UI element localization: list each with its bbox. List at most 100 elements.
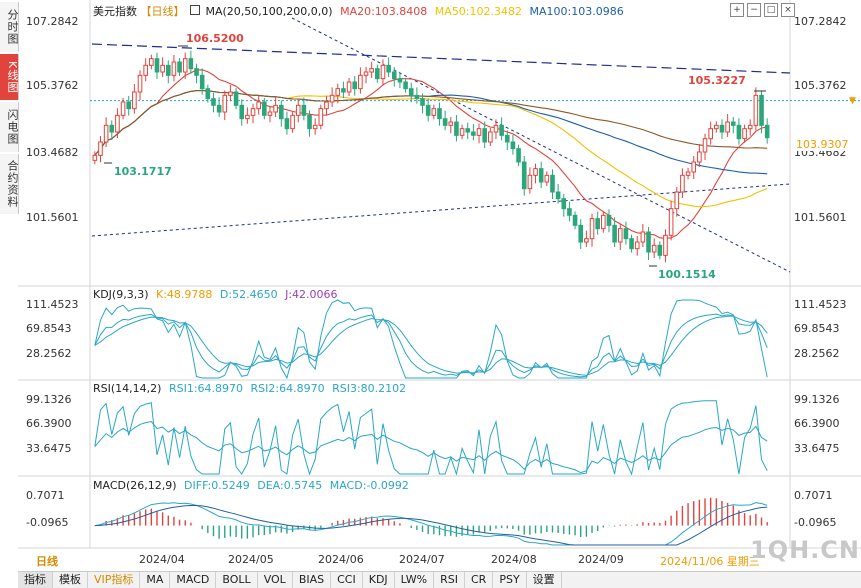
candle-body xyxy=(177,61,182,73)
candle-body xyxy=(572,214,578,226)
candle-body xyxy=(126,101,132,110)
side-tab-3[interactable]: 合约资料 xyxy=(0,154,19,214)
candle-body xyxy=(521,161,527,190)
candle-body xyxy=(143,64,148,76)
symbol-title: 美元指数 xyxy=(93,5,137,18)
candle-body xyxy=(499,124,504,136)
side-tab-2[interactable]: 闪电图 xyxy=(0,102,19,152)
candle-body xyxy=(103,124,109,143)
candle-body xyxy=(154,58,160,73)
close-icon[interactable]: × xyxy=(781,3,795,17)
x-tick: 2024/07 xyxy=(399,553,445,566)
fullscreen-icon[interactable]: □ xyxy=(764,3,778,17)
candle-body xyxy=(375,68,380,80)
price-tick-right: 107.2842 xyxy=(794,15,847,28)
side-tab-0[interactable]: 分时图 xyxy=(0,2,19,52)
indicator-tab[interactable]: LW% xyxy=(395,572,435,588)
kdj-tick: 28.2562 xyxy=(794,347,840,360)
current-date: 2024/11/06 星期三 xyxy=(660,555,760,568)
candle-body xyxy=(725,121,730,133)
zoom-out-icon[interactable]: − xyxy=(747,3,761,17)
candle-body xyxy=(482,128,487,143)
ma-toggle-icon[interactable] xyxy=(190,5,200,15)
rsi-tick: 66.3900 xyxy=(26,417,72,430)
candle-body xyxy=(239,104,245,120)
indicator-tab[interactable]: VIP指标 xyxy=(88,572,141,588)
candle-body xyxy=(697,151,702,163)
period-tag[interactable]: 【日线】 xyxy=(140,5,185,18)
candle-body xyxy=(504,134,510,143)
side-tab-1[interactable]: K线图 xyxy=(0,54,19,100)
candle-body xyxy=(233,91,239,106)
candle-body xyxy=(617,228,623,243)
zoom-in-icon[interactable]: + xyxy=(730,3,744,17)
indicator-tab[interactable]: BOLL xyxy=(216,572,258,588)
candle-body xyxy=(764,124,770,139)
last-price-badge: 103.9307 xyxy=(792,138,853,151)
candle-body xyxy=(363,71,369,76)
candle-body xyxy=(120,101,126,116)
candle-body xyxy=(109,124,115,133)
macd-diff: DIFF:0.5249 xyxy=(184,479,250,492)
indicator-tab[interactable]: PSY xyxy=(493,572,527,588)
candle-body xyxy=(601,214,606,230)
candle-body xyxy=(550,174,555,193)
indicator-tab[interactable]: KDJ xyxy=(363,572,395,588)
candle-body xyxy=(403,81,408,90)
trendline-descending xyxy=(291,17,791,273)
candle-body xyxy=(702,138,708,153)
indicator-tab[interactable]: CCI xyxy=(331,572,363,588)
kdj-tick: 28.2562 xyxy=(26,347,72,360)
candle-body xyxy=(488,131,493,143)
indicator-tab[interactable]: VOL xyxy=(258,572,293,588)
macd-tick: 0.7071 xyxy=(794,489,833,502)
candle-body xyxy=(324,101,329,110)
candle-body xyxy=(380,64,386,80)
candle-body xyxy=(115,114,120,133)
candle-body xyxy=(425,104,431,116)
candle-body xyxy=(668,208,674,236)
candle-body xyxy=(273,104,278,113)
indicator-tab[interactable]: 模板 xyxy=(53,572,88,588)
candle-body xyxy=(199,74,205,90)
candle-body xyxy=(578,224,584,243)
indicator-tab[interactable]: MA xyxy=(140,572,171,588)
candle-body xyxy=(205,88,211,100)
indicator-tab[interactable]: BIAS xyxy=(293,572,332,588)
candle-body xyxy=(493,124,499,133)
candle-body xyxy=(346,81,352,93)
ma20-value: MA20:103.8408 xyxy=(340,5,428,18)
candle-body xyxy=(651,244,657,253)
candle-body xyxy=(538,168,544,183)
candle-body xyxy=(640,231,646,243)
rsi-tick: 99.1326 xyxy=(794,393,840,406)
candle-body xyxy=(250,108,256,116)
candle-body xyxy=(685,171,691,176)
candle-body xyxy=(759,94,764,126)
candle-body xyxy=(132,91,137,110)
candle-body xyxy=(171,61,177,76)
indicator-tab[interactable]: RSI xyxy=(434,572,465,588)
candle-body xyxy=(674,191,680,210)
period-button[interactable]: 日线 xyxy=(36,555,58,568)
indicator-tab[interactable]: 指标 xyxy=(18,572,53,588)
candle-body xyxy=(92,154,98,161)
candle-body xyxy=(262,101,267,116)
price-tick-right: 105.3762 xyxy=(794,79,847,92)
kdj-j: J:42.0066 xyxy=(285,288,338,301)
candle-body xyxy=(544,174,550,183)
annotation-high-nov: 105.3227 xyxy=(688,74,746,87)
annotation-low-apr: 103.1717 xyxy=(114,165,172,178)
candle-body xyxy=(454,121,459,136)
indicator-tab[interactable]: MACD xyxy=(170,572,217,588)
indicator-tab[interactable]: CR xyxy=(465,572,494,588)
indicator-toolbar: 指标 模板 VIP指标 MA MACD BOLL VOL BIAS CCI KDJ LW% RSI CR… xyxy=(18,571,861,588)
candle-body xyxy=(295,104,301,116)
kdj-d-line xyxy=(94,315,768,376)
candle-body xyxy=(714,124,719,130)
candle-body xyxy=(437,108,442,120)
indicator-tab[interactable]: 设置 xyxy=(527,572,562,588)
candle-body xyxy=(216,104,222,113)
rsi1: RSI1:64.8970 xyxy=(168,382,244,395)
